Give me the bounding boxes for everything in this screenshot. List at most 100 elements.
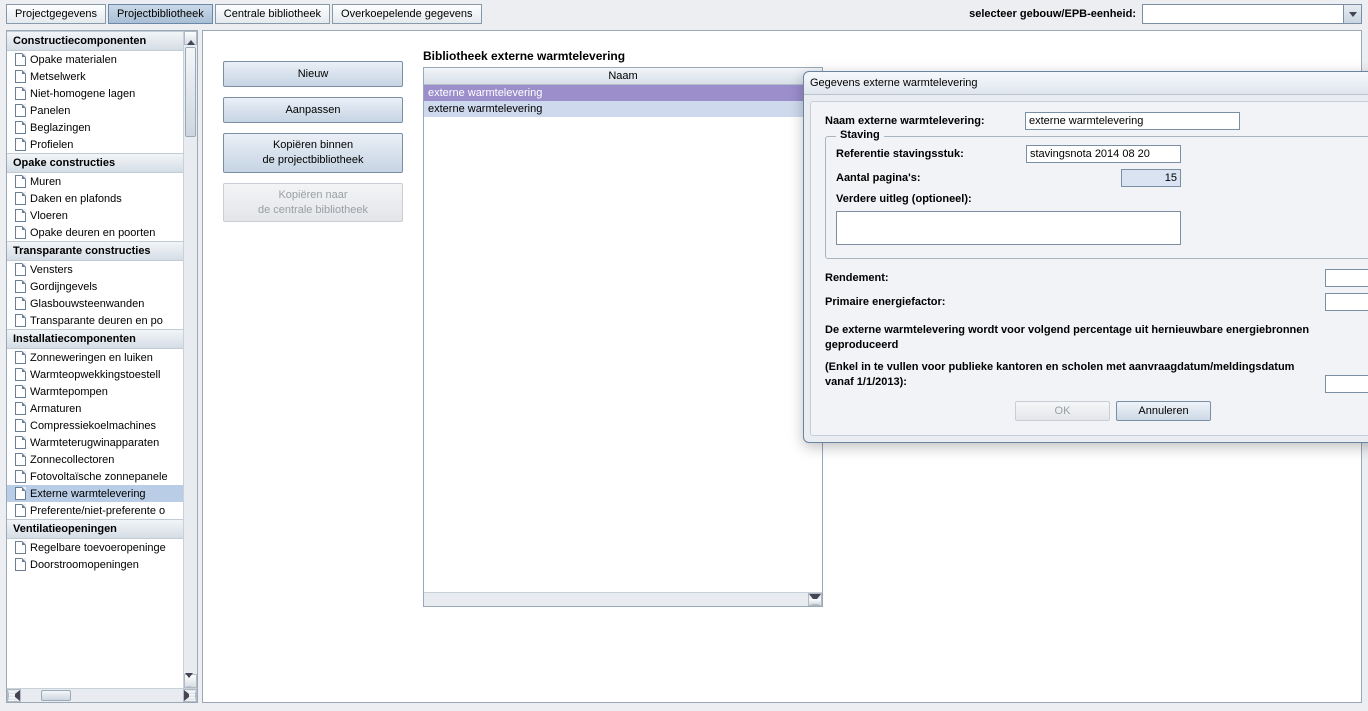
document-icon bbox=[15, 192, 26, 205]
sidebar: ConstructiecomponentenOpake materialen Me… bbox=[6, 30, 198, 703]
document-icon bbox=[15, 297, 26, 310]
document-icon bbox=[15, 175, 26, 188]
top-tabbar: Projectgegevens Projectbibliotheek Centr… bbox=[0, 0, 1368, 28]
sidebar-item-label: Armaturen bbox=[30, 403, 81, 415]
sidebar-item[interactable]: Transparante deuren en po bbox=[7, 312, 183, 329]
document-icon bbox=[15, 87, 26, 100]
sidebar-group-header[interactable]: Opake constructies bbox=[7, 153, 183, 173]
staving-fieldset: Staving Referentie stavingsstuk: Aantal … bbox=[825, 136, 1368, 259]
document-icon bbox=[15, 504, 26, 517]
document-icon bbox=[15, 470, 26, 483]
tab-projectgegevens[interactable]: Projectgegevens bbox=[6, 4, 106, 24]
percentage-input[interactable] bbox=[1325, 375, 1368, 393]
sidebar-item[interactable]: Warmteopwekkingstoestell bbox=[7, 366, 183, 383]
sidebar-group-header[interactable]: Ventilatieopeningen bbox=[7, 519, 183, 539]
sidebar-item[interactable]: Opake deuren en poorten bbox=[7, 224, 183, 241]
primair-input[interactable] bbox=[1325, 293, 1368, 311]
sidebar-item[interactable]: Regelbare toevoeropeninge bbox=[7, 539, 183, 556]
chevron-down-icon bbox=[1343, 5, 1361, 23]
aanpassen-button[interactable]: Aanpassen bbox=[223, 97, 403, 123]
document-icon bbox=[15, 487, 26, 500]
document-icon bbox=[15, 385, 26, 398]
sidebar-item[interactable]: Warmteterugwinapparaten bbox=[7, 434, 183, 451]
gegevens-dialog: Gegevens externe warmtelevering ✕ Naam e… bbox=[803, 71, 1368, 443]
uitleg-label: Verdere uitleg (optioneel): bbox=[836, 193, 1026, 205]
sidebar-item-label: Fotovoltaïsche zonnepanele bbox=[30, 471, 168, 483]
sidebar-item[interactable]: Opake materialen bbox=[7, 51, 183, 68]
scroll-right-icon[interactable] bbox=[183, 689, 197, 702]
nieuw-button[interactable]: Nieuw bbox=[223, 61, 403, 87]
uitleg-textarea[interactable] bbox=[836, 211, 1181, 245]
document-icon bbox=[15, 351, 26, 364]
scroll-down-icon[interactable] bbox=[184, 674, 197, 688]
sidebar-item[interactable]: Beglazingen bbox=[7, 119, 183, 136]
sidebar-vertical-scrollbar[interactable] bbox=[183, 31, 197, 688]
scroll-thumb[interactable] bbox=[41, 690, 71, 701]
library-column-header[interactable]: Naam bbox=[424, 68, 822, 85]
library-row[interactable]: externe warmtelevering bbox=[424, 101, 822, 117]
library-row[interactable]: externe warmtelevering bbox=[424, 85, 822, 101]
sidebar-item[interactable]: Gordijngevels bbox=[7, 278, 183, 295]
sidebar-item-label: Metselwerk bbox=[30, 71, 86, 83]
scroll-left-icon[interactable] bbox=[7, 689, 21, 702]
document-icon bbox=[15, 314, 26, 327]
scroll-down-icon[interactable] bbox=[808, 593, 822, 606]
naam-input[interactable] bbox=[1025, 112, 1240, 130]
sidebar-item[interactable]: Doorstroomopeningen bbox=[7, 556, 183, 573]
sidebar-item[interactable]: Externe warmtelevering bbox=[7, 485, 183, 502]
rendement-input[interactable] bbox=[1325, 269, 1368, 287]
sidebar-item[interactable]: Vensters bbox=[7, 261, 183, 278]
sidebar-item-label: Transparante deuren en po bbox=[30, 315, 163, 327]
sidebar-item-label: Profielen bbox=[30, 139, 73, 151]
sidebar-group-header[interactable]: Transparante constructies bbox=[7, 241, 183, 261]
tab-projectbibliotheek[interactable]: Projectbibliotheek bbox=[108, 4, 213, 24]
tab-overkoepelende-gegevens[interactable]: Overkoepelende gegevens bbox=[332, 4, 481, 24]
sidebar-item[interactable]: Preferente/niet-preferente o bbox=[7, 502, 183, 519]
scroll-up-icon[interactable] bbox=[184, 31, 197, 45]
scroll-thumb[interactable] bbox=[185, 47, 196, 137]
sidebar-group-header[interactable]: Installatiecomponenten bbox=[7, 329, 183, 349]
building-selector-combo[interactable] bbox=[1142, 4, 1362, 24]
document-icon bbox=[15, 402, 26, 415]
sidebar-item[interactable]: Zonnecollectoren bbox=[7, 451, 183, 468]
kopieren-binnen-button[interactable]: Kopiëren binnen de projectbibliotheek bbox=[223, 133, 403, 173]
dialog-titlebar[interactable]: Gegevens externe warmtelevering ✕ bbox=[804, 72, 1368, 95]
annuleren-button[interactable]: Annuleren bbox=[1116, 401, 1211, 421]
percentage-subnote: (Enkel in te vullen voor publieke kantor… bbox=[825, 360, 1317, 391]
document-icon bbox=[15, 263, 26, 276]
document-icon bbox=[15, 53, 26, 66]
sidebar-item[interactable]: Armaturen bbox=[7, 400, 183, 417]
sidebar-item[interactable]: Zonneweringen en luiken bbox=[7, 349, 183, 366]
sidebar-item[interactable]: Vloeren bbox=[7, 207, 183, 224]
sidebar-item[interactable]: Fotovoltaïsche zonnepanele bbox=[7, 468, 183, 485]
document-icon bbox=[15, 453, 26, 466]
referentie-input[interactable] bbox=[1026, 145, 1181, 163]
sidebar-item[interactable]: Daken en plafonds bbox=[7, 190, 183, 207]
sidebar-item[interactable]: Glasbouwsteenwanden bbox=[7, 295, 183, 312]
library-title: Bibliotheek externe warmtelevering bbox=[423, 49, 1351, 63]
staving-legend: Staving bbox=[836, 129, 884, 141]
sidebar-item[interactable]: Compressiekoelmachines bbox=[7, 417, 183, 434]
sidebar-item-label: Glasbouwsteenwanden bbox=[30, 298, 144, 310]
paginas-input[interactable] bbox=[1121, 169, 1181, 187]
sidebar-item[interactable]: Niet-homogene lagen bbox=[7, 85, 183, 102]
sidebar-item[interactable]: Profielen bbox=[7, 136, 183, 153]
sidebar-item-label: Vloeren bbox=[30, 210, 68, 222]
sidebar-item-label: Panelen bbox=[30, 105, 70, 117]
document-icon bbox=[15, 436, 26, 449]
sidebar-item-label: Compressiekoelmachines bbox=[30, 420, 156, 432]
referentie-label: Referentie stavingsstuk: bbox=[836, 148, 1026, 160]
library-scrollbar[interactable] bbox=[424, 592, 822, 606]
sidebar-item-label: Zonnecollectoren bbox=[30, 454, 114, 466]
sidebar-horizontal-scrollbar[interactable] bbox=[7, 688, 197, 702]
tab-centrale-bibliotheek[interactable]: Centrale bibliotheek bbox=[215, 4, 330, 24]
sidebar-item[interactable]: Metselwerk bbox=[7, 68, 183, 85]
sidebar-item[interactable]: Panelen bbox=[7, 102, 183, 119]
sidebar-item[interactable]: Warmtepompen bbox=[7, 383, 183, 400]
action-button-column: Nieuw Aanpassen Kopiëren binnen de proje… bbox=[213, 41, 413, 692]
sidebar-group-header[interactable]: Constructiecomponenten bbox=[7, 31, 183, 51]
sidebar-item-label: Opake deuren en poorten bbox=[30, 227, 155, 239]
sidebar-item[interactable]: Muren bbox=[7, 173, 183, 190]
document-icon bbox=[15, 419, 26, 432]
document-icon bbox=[15, 558, 26, 571]
